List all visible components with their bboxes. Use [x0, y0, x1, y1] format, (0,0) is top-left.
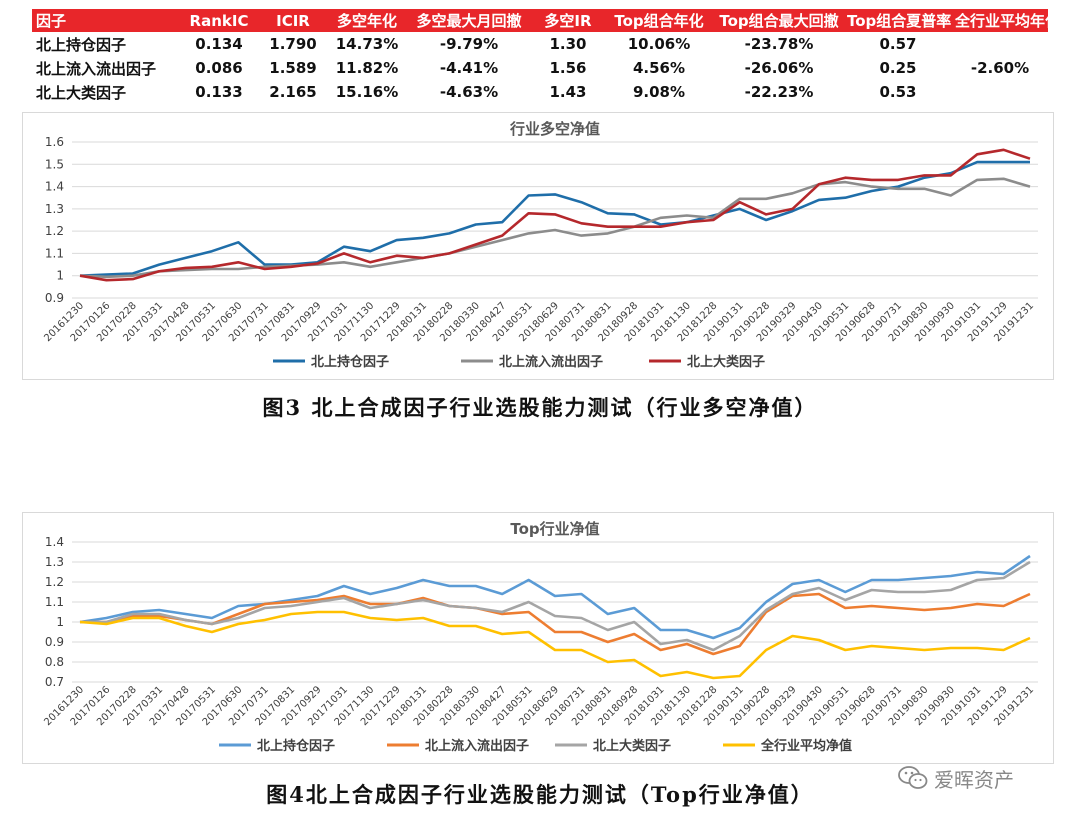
cell-top-annual: 4.56%	[632, 59, 686, 77]
header-all-industry-annual: 全行业平均年化	[952, 9, 1060, 32]
chart-title: Top行业净值	[510, 520, 599, 538]
cell-ls-max-drawdown: -4.63%	[439, 83, 499, 101]
legend-label: 北上大类因子	[593, 738, 671, 754]
series-line	[79, 554, 1031, 640]
legend-item: 北上持仓因子	[219, 738, 335, 754]
watermark-text: 爱晖资产	[934, 767, 1014, 792]
stats-header-row: 因子 RankIC ICIR 多空年化 多空最大月回撤 多空IR Top组合年化…	[32, 9, 1060, 32]
cell-top-sharpe: 0.25	[879, 59, 917, 77]
y-tick-label: 0.9	[45, 635, 64, 649]
y-tick-label: 1	[56, 615, 64, 629]
cell-ls-max-drawdown: -9.79%	[439, 35, 499, 53]
legend-label: 北上流入流出因子	[499, 354, 603, 370]
y-tick-label: 1.4	[45, 535, 64, 549]
series-line	[79, 177, 1031, 279]
y-tick-label: 1.2	[45, 575, 64, 589]
header-top-annual: Top组合年化	[604, 9, 714, 32]
cell-top-max-drawdown: -26.06%	[744, 59, 814, 77]
cell-ls-max-drawdown: -4.41%	[439, 59, 499, 77]
legend-item: 全行业平均净值	[723, 738, 852, 754]
cell-top-max-drawdown: -23.78%	[744, 35, 814, 53]
y-tick-label: 1	[56, 269, 64, 283]
stats-table: 因子 RankIC ICIR 多空年化 多空最大月回撤 多空IR Top组合年化…	[32, 9, 1060, 104]
legend-label: 北上持仓因子	[311, 354, 389, 370]
chart-border	[22, 112, 1054, 380]
wechat-icon	[898, 766, 928, 789]
y-tick-label: 1.3	[45, 202, 64, 216]
table-row: 北上流入流出因子 0.086 1.589 11.82% -4.41% 1.56 …	[32, 56, 1048, 80]
legend-item: 北上大类因子	[649, 354, 765, 370]
y-tick-label: 1.1	[45, 246, 64, 260]
legend-label: 北上持仓因子	[257, 738, 335, 754]
y-tick-label: 1.1	[45, 595, 64, 609]
y-tick-label: 1.6	[45, 135, 64, 149]
legend-label: 全行业平均净值	[760, 738, 852, 754]
y-tick-label: 0.9	[45, 291, 64, 305]
header-ls-max-drawdown: 多空最大月回撤	[406, 9, 532, 32]
cell-factor-name: 北上流入流出因子	[36, 59, 157, 78]
series-line	[79, 610, 1031, 680]
cell-factor-name: 北上大类因子	[36, 83, 127, 102]
cell-rankic: 0.134	[195, 35, 243, 53]
header-ls-annual: 多空年化	[328, 9, 406, 32]
figure-4-caption: 图4北上合成因子行业选股能力测试（Top行业净值）	[266, 782, 814, 807]
cell-top-annual: 9.08%	[632, 83, 686, 101]
chart-border	[22, 512, 1054, 764]
cell-icir: 1.790	[269, 35, 317, 53]
legend-item: 北上流入流出因子	[387, 738, 529, 754]
cell-ls-ir: 1.43	[549, 83, 587, 101]
y-tick-label: 1.4	[45, 180, 64, 194]
header-ls-ir: 多空IR	[532, 9, 604, 32]
chart-top-industry-nav: Top行业净值 0.7 0.8 0.9 1 1.1 1.2 1.3 1.4 20161230 201…	[22, 512, 1054, 764]
cell-rankic: 0.086	[195, 59, 243, 77]
chart-title: 行业多空净值	[509, 120, 600, 138]
legend-label: 北上大类因子	[687, 354, 765, 370]
chart-long-short-nav: 行业多空净值 0.9 1 1.1 1.2 1.3 1.4 1.5 1.6 20161230 2017…	[22, 112, 1054, 380]
cell-ls-annual: 14.73%	[335, 35, 399, 53]
legend-label: 北上流入流出因子	[425, 738, 529, 754]
table-row: 北上大类因子 0.133 2.165 15.16% -4.63% 1.43 9.…	[32, 80, 1048, 104]
y-tick-label: 0.8	[45, 655, 64, 669]
legend-item: 北上大类因子	[555, 738, 671, 754]
cell-top-sharpe: 0.57	[879, 35, 917, 53]
header-top-max-drawdown: Top组合最大回撤	[714, 9, 844, 32]
table-row: 北上持仓因子 0.134 1.790 14.73% -9.79% 1.30 10…	[32, 32, 1048, 77]
cell-ls-annual: 11.82%	[335, 59, 399, 77]
cell-top-annual: 10.06%	[627, 35, 691, 53]
cell-factor-name: 北上持仓因子	[36, 35, 127, 54]
series-line	[79, 148, 1031, 282]
chart-top-industry-nav-svg: Top行业净值0.70.80.911.11.21.31.420161230201…	[22, 512, 1054, 764]
y-tick-label: 1.3	[45, 555, 64, 569]
series-line	[79, 160, 1030, 277]
legend-item: 北上持仓因子	[273, 354, 389, 370]
series-line	[80, 592, 1031, 656]
cell-rankic: 0.133	[195, 83, 243, 101]
y-tick-label: 0.7	[45, 675, 64, 689]
cell-top-max-drawdown: -22.23%	[744, 83, 814, 101]
header-factor: 因子	[32, 9, 180, 32]
y-tick-label: 1.2	[45, 224, 64, 238]
figure-3-caption: 图3 北上合成因子行业选股能力测试（行业多空净值）	[262, 395, 818, 420]
header-top-sharpe: Top组合夏普率	[844, 9, 952, 32]
cell-ls-ir: 1.30	[549, 35, 587, 53]
cell-all-industry-annual: -2.60%	[970, 59, 1030, 77]
cell-ls-annual: 15.16%	[335, 83, 399, 101]
header-icir: ICIR	[258, 9, 328, 32]
cell-icir: 2.165	[269, 83, 317, 101]
cell-top-sharpe: 0.53	[879, 83, 917, 101]
series-line	[80, 560, 1031, 652]
y-tick-label: 1.5	[45, 157, 64, 171]
chart-frame	[22, 112, 1054, 380]
header-rankic: RankIC	[180, 9, 258, 32]
chart-long-short-nav-svg: 行业多空净值0.911.11.21.31.41.51.6201612302017…	[22, 112, 1054, 380]
watermark: 爱晖资产	[898, 763, 1014, 793]
legend-item: 北上流入流出因子	[461, 354, 603, 370]
cell-icir: 1.589	[269, 59, 317, 77]
cell-ls-ir: 1.56	[549, 59, 587, 77]
